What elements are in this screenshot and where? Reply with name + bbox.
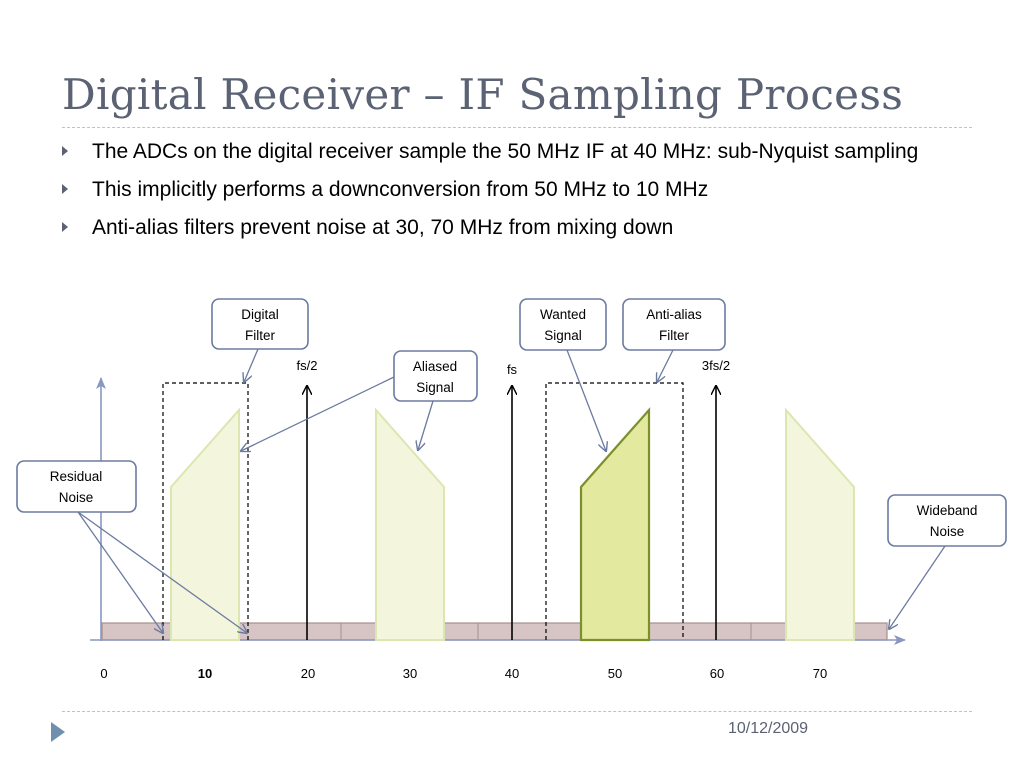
wanted-signal-50mhz (579, 407, 651, 642)
residual-noise-arrow-1 (77, 511, 163, 633)
anti-alias-filter-callout: Anti-alias Filter (622, 298, 726, 351)
anti-alias-filter-arrow (657, 349, 674, 382)
wanted-signal-callout: Wanted Signal (519, 298, 607, 351)
aliased-signal-baseband (170, 407, 240, 641)
residual-noise-arrow-2 (77, 511, 247, 633)
aliased-signal-arrow-2 (418, 400, 434, 450)
bullet-item: The ADCs on the digital receiver sample … (62, 136, 962, 167)
bullet-text: This implicitly performs a downconversio… (92, 178, 709, 201)
callout-line: Residual (50, 469, 103, 484)
x-tick-label: 60 (710, 666, 724, 681)
bullet-arrow-icon (62, 146, 68, 156)
bullet-list: The ADCs on the digital receiver sample … (62, 136, 962, 250)
bullet-item: Anti-alias filters prevent noise at 30, … (62, 212, 962, 243)
image-signal-30mhz (375, 407, 445, 641)
x-tick-labels: 0 10 20 30 40 50 60 70 (100, 666, 827, 681)
callout-line: Anti-alias (646, 307, 702, 322)
callout-line: Filter (659, 328, 690, 343)
callout-connectors (77, 348, 946, 633)
anti-alias-filter-passband (545, 382, 684, 640)
bullet-text: Anti-alias filters prevent noise at 30, … (92, 216, 674, 239)
bullet-item: This implicitly performs a downconversio… (62, 174, 962, 205)
digital-filter-callout: Digital Filter (211, 298, 309, 350)
wanted-signal-arrow (566, 349, 606, 451)
bullet-arrow-icon (62, 184, 68, 194)
digital-filter-arrow (244, 348, 259, 382)
footer-date: 10/12/2009 (728, 720, 809, 737)
callout-line: Noise (59, 490, 94, 505)
half-fs-label: fs/2 (297, 358, 318, 373)
x-tick-label: 70 (813, 666, 827, 681)
slide-nav-arrow-icon (51, 722, 65, 742)
wideband-noise-callout: Wideband Noise (887, 494, 1007, 547)
bullet-text: The ADCs on the digital receiver sample … (92, 140, 919, 163)
x-tick-label: 0 (100, 666, 107, 681)
title-divider (62, 127, 972, 128)
image-signal-70mhz (785, 407, 855, 641)
aliased-signal-callout: Aliased Signal (393, 350, 478, 402)
slide-title: Digital Receiver – IF Sampling Process (62, 70, 904, 119)
residual-noise-callout: Residual Noise (16, 460, 137, 513)
bullet-arrow-icon (62, 222, 68, 232)
fs-label: fs (507, 362, 518, 377)
footer-divider (62, 711, 972, 712)
x-tick-label-bold: 10 (198, 666, 212, 681)
callout-line: Signal (544, 328, 582, 343)
three-half-fs-label: 3fs/2 (702, 358, 730, 373)
x-tick-label: 20 (301, 666, 315, 681)
callout-line: Filter (245, 328, 276, 343)
x-tick-label: 30 (403, 666, 417, 681)
x-tick-label: 40 (505, 666, 519, 681)
callout-line: Wideband (917, 503, 978, 518)
x-tick-label: 50 (608, 666, 622, 681)
callout-line: Digital (241, 307, 279, 322)
wideband-noise-arrow (889, 545, 946, 629)
callout-line: Wanted (540, 307, 586, 322)
callout-line: Noise (930, 524, 965, 539)
callout-line: Aliased (413, 359, 457, 374)
callout-line: Signal (416, 380, 454, 395)
digital-filter-passband (162, 382, 249, 640)
aliased-signal-arrow-1 (241, 376, 395, 451)
